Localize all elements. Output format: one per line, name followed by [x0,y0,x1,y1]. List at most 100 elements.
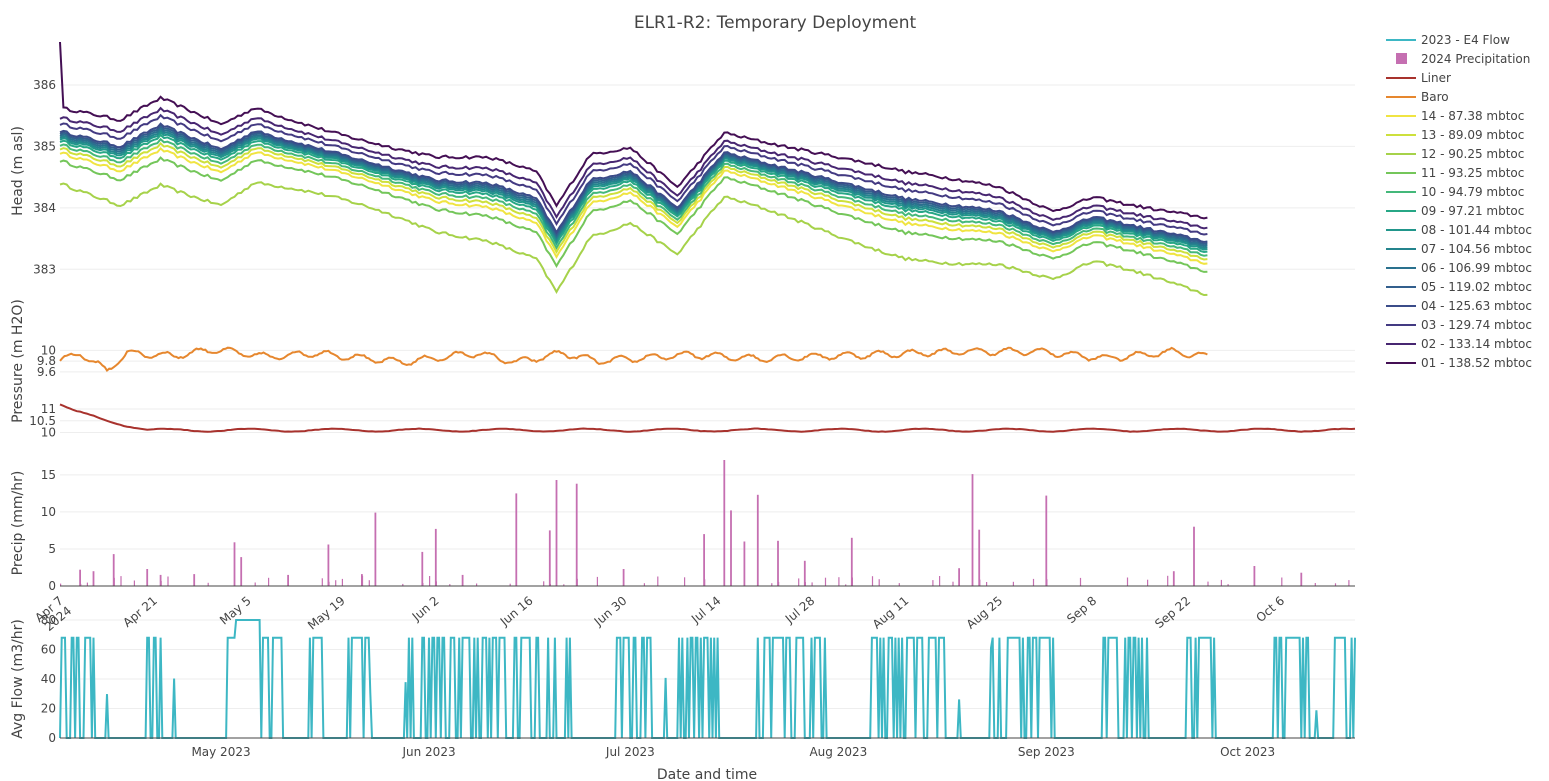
flow-panel [59,619,1356,739]
precip-bar [476,583,478,586]
precip-bar [254,582,256,586]
precip-bar [777,540,779,586]
head-series-line [59,124,1208,245]
precip-bar [328,581,330,586]
precip-bar [803,560,806,586]
legend-item[interactable]: 10 - 94.79 mbtoc [1386,185,1524,199]
precip-bar [60,583,62,586]
precip-y-tick-label: 5 [48,542,56,556]
baro-y-tick-label: 9.8 [37,354,56,368]
head-series-line [59,128,1208,249]
legend-label: Baro [1421,90,1449,104]
precip-bar [207,582,209,586]
precip-x-tick-label: Apr 21 [120,594,160,630]
legend-label: 13 - 89.09 mbtoc [1421,128,1524,142]
precip-bar [851,577,853,586]
legend-item[interactable]: 01 - 138.52 mbtoc [1386,356,1532,370]
precip-bar [1220,579,1222,586]
flow-series-line [59,619,1356,739]
precip-bar [160,580,162,586]
legend-item[interactable]: 2024 Precipitation [1396,52,1530,66]
legend-item[interactable]: 2023 - E4 Flow [1386,33,1510,47]
flow-y-tick-label: 80 [41,613,56,627]
precip-bar [898,583,900,586]
precip-bar [971,474,974,586]
x-axis-title: Date and time [657,767,757,781]
precip-bar [756,494,759,586]
precip-bar [952,581,954,586]
flow-x-tick-label: Aug 2023 [809,745,867,759]
precip-bar [133,580,135,586]
legend-item[interactable]: 07 - 104.56 mbtoc [1386,242,1532,256]
legend-item[interactable]: 06 - 106.99 mbtoc [1386,261,1532,275]
precip-bar [429,576,431,586]
head-series-line [59,156,1208,273]
precip-panel [60,460,1350,586]
precip-bar [811,582,813,586]
precip-x-tick-label: Jul 28 [782,594,817,627]
precip-bar [1147,579,1149,586]
head-y-tick-label: 386 [33,78,56,92]
liner-y-tick-label: 10 [41,425,56,439]
legend[interactable]: 2023 - E4 Flow 2024 Precipitation Liner Bar… [1386,33,1532,370]
precip-bar [321,578,323,586]
liner-y-tick-label: 11 [41,402,56,416]
precip-bar [159,574,162,586]
legend-label: 07 - 104.56 mbtoc [1421,242,1532,256]
legend-label: 03 - 129.74 mbtoc [1421,318,1532,332]
precip-bar [1045,495,1048,586]
precip-bar [771,583,773,586]
legend-label: 04 - 125.63 mbtoc [1421,299,1532,313]
baro-y-tick-label: 9.6 [37,365,56,379]
precip-bar [1167,575,1169,586]
precip-bar [335,580,337,586]
precip-bar [1253,566,1256,586]
precip-bar [1032,578,1035,586]
legend-label: 14 - 87.38 mbtoc [1421,109,1524,123]
legend-item[interactable]: 02 - 133.14 mbtoc [1386,337,1532,351]
legend-item[interactable]: 03 - 129.74 mbtoc [1386,318,1532,332]
precip-y-tick-label: 15 [41,468,56,482]
precip-bar [461,574,464,586]
precip-bar [327,544,330,586]
legend-item[interactable]: 12 - 90.25 mbtoc [1386,147,1524,161]
precip-bar [986,582,988,586]
precip-bar [422,583,424,586]
precip-bar [576,578,578,586]
head-series-line [59,130,1208,251]
precip-bar [703,534,705,586]
precip-bar [958,568,960,586]
legend-item[interactable]: 04 - 125.63 mbtoc [1386,299,1532,313]
precip-bar [575,483,578,586]
legend-item[interactable]: 08 - 101.44 mbtoc [1386,223,1532,237]
legend-label: 12 - 90.25 mbtoc [1421,147,1524,161]
legend-item[interactable]: 13 - 89.09 mbtoc [1386,128,1524,142]
head-series-line [59,137,1208,257]
precip-x-tick-label: Sep 22 [1152,594,1193,632]
precip-bar [543,581,545,586]
precip-bar [509,583,511,586]
precip-bar [824,577,827,586]
precip-bar [435,581,437,586]
legend-item[interactable]: Baro [1386,90,1449,104]
precip-bar [113,577,115,586]
legend-item[interactable]: 14 - 87.38 mbtoc [1386,109,1524,123]
legend-label: 01 - 138.52 mbtoc [1421,356,1532,370]
legend-item[interactable]: 11 - 93.25 mbtoc [1386,166,1524,180]
pressure-panel [59,346,1356,433]
precip-bar [374,512,377,586]
legend-item[interactable]: 05 - 119.02 mbtoc [1386,280,1532,294]
precip-bar [112,554,115,586]
legend-label: 2024 Precipitation [1421,52,1530,66]
precip-bar [1334,583,1337,586]
precip-bar [730,510,732,586]
legend-label: 11 - 93.25 mbtoc [1421,166,1524,180]
precip-bar [1012,581,1014,586]
precip-x-tick-label: May 19 [305,594,348,633]
pressure-y-title: Pressure (m H2O) [10,299,26,423]
legend-item[interactable]: 09 - 97.21 mbtoc [1386,204,1524,218]
precip-bar [1046,579,1048,586]
precip-bar [850,537,853,586]
legend-item[interactable]: Liner [1386,71,1451,85]
head-series-line [59,122,1208,244]
